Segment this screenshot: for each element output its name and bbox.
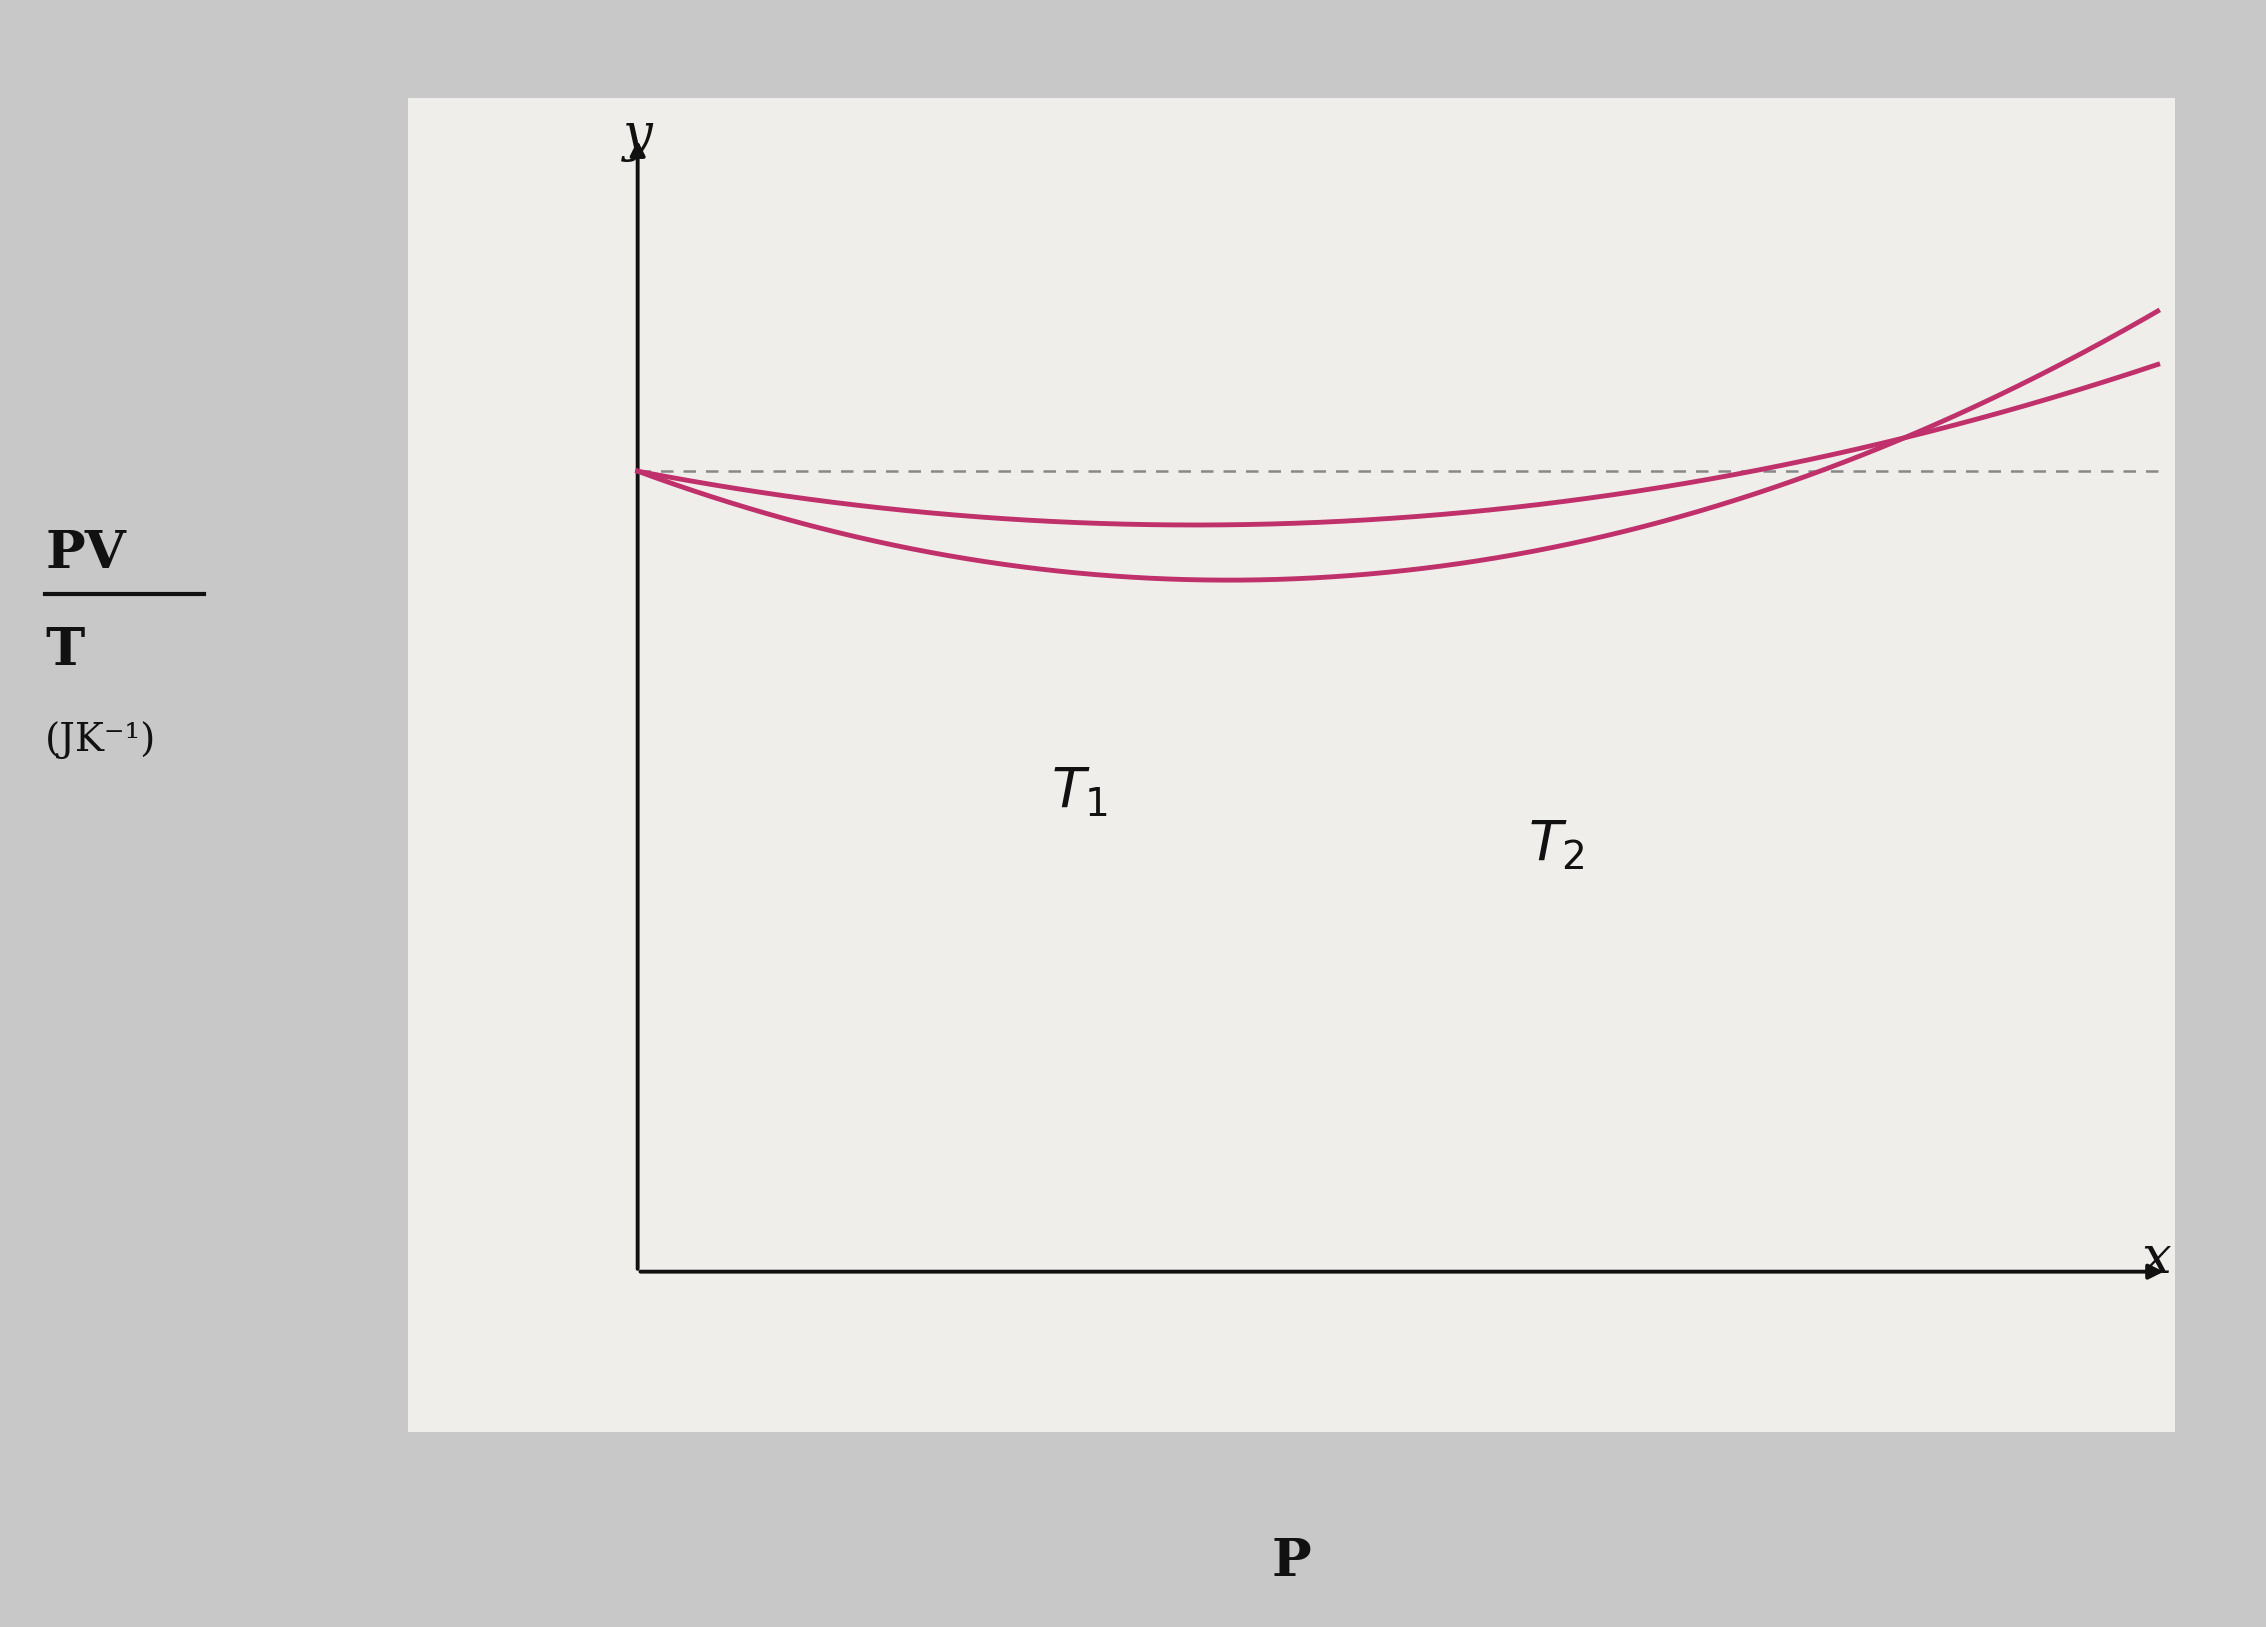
- Text: P: P: [1271, 1536, 1312, 1588]
- Text: (JK⁻¹): (JK⁻¹): [45, 721, 156, 760]
- Text: $T_1$: $T_1$: [1051, 763, 1108, 818]
- Text: x: x: [2141, 1233, 2171, 1284]
- Text: $T_2$: $T_2$: [1527, 817, 1586, 872]
- Text: y: y: [623, 111, 653, 163]
- Text: PV: PV: [45, 527, 127, 579]
- Text: T: T: [45, 625, 84, 677]
